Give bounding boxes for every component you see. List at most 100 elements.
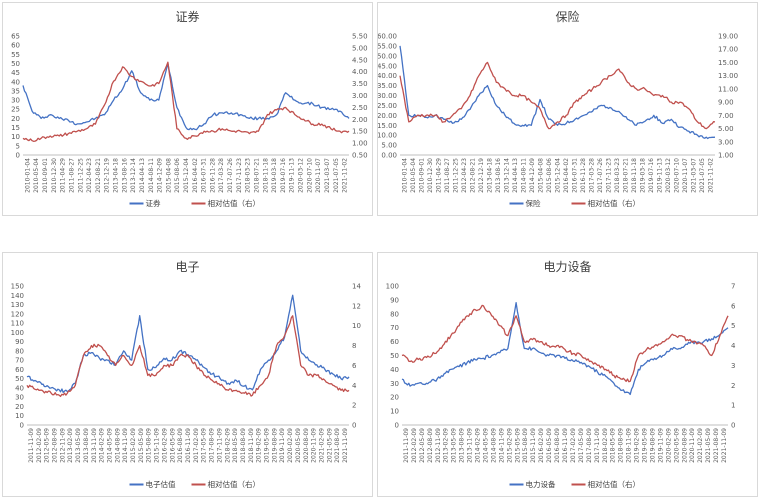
x-tick-label: 2017-02-09: [193, 428, 200, 463]
series-line-valuation: [401, 302, 729, 396]
y-tick-label: 35: [11, 87, 20, 95]
x-tick-label: 2021-02-09: [697, 428, 704, 463]
y-tick-label: 10: [11, 133, 20, 141]
x-tick-label: 2016-11-09: [185, 428, 192, 463]
y-tick-label: 40: [15, 384, 24, 392]
y2-tick-label: 4.00: [352, 68, 368, 76]
y-tick-label: 130: [11, 301, 24, 309]
y2-tick-label: 0: [352, 422, 356, 430]
y-tick-label: 45.00: [378, 62, 397, 70]
x-tick-label: 2018-07-21: [623, 158, 630, 193]
x-tick-label: 2020-08-09: [303, 428, 310, 463]
x-tick-label: 2012-02-09: [411, 428, 418, 463]
x-tick-label: 2017-11-23: [236, 158, 243, 193]
y-tick-label: 55: [11, 51, 20, 59]
x-tick-label: 2011-12-25: [452, 158, 459, 193]
x-tick-label: 2011-12-25: [77, 158, 84, 193]
x-tick-label: 2013-12-14: [503, 158, 510, 193]
x-tick-label: 2013-11-09: [467, 428, 474, 463]
y2-tick-label: 15.00: [718, 59, 738, 67]
x-tick-label: 2020-03-12: [665, 158, 672, 193]
x-tick-label: 2012-08-21: [469, 158, 476, 193]
x-tick-label: 2013-11-09: [91, 428, 98, 463]
chart-title: 电力设备: [543, 260, 591, 274]
chart-panel-power-equipment: 电力设备 0 10 20 30 40 50 60 70 80 90 100 0 1 2 3 4 5 6 7 2011-1…: [377, 252, 758, 497]
x-tick-label: 2016-08-09: [177, 428, 184, 463]
x-tick-label: 2018-05-09: [232, 428, 239, 463]
x-tick-label: 2017-02-09: [570, 428, 577, 463]
chart-title: 电子: [175, 260, 199, 274]
x-tick-label: 2015-11-09: [154, 428, 161, 463]
series-line-relative: [22, 61, 350, 142]
y-tick-label: 60: [390, 338, 399, 346]
x-tick-label: 2014-04-13: [512, 158, 519, 193]
x-tick-label: 2021-03-07: [691, 158, 698, 193]
x-tick-label: 2018-08-09: [240, 428, 247, 463]
x-tick-label: 2014-05-09: [482, 428, 489, 463]
y-tick-label: 120: [11, 310, 24, 318]
y-tick-label: 50: [15, 375, 24, 383]
y2-tick-label: 7.00: [718, 112, 734, 120]
y-tick-label: 0: [395, 422, 399, 430]
y-tick-label: 25.00: [378, 102, 397, 110]
chart-panel-electronics: 电子 0 10 20 30 40 50 60 70 80 90 100 110 120 130 140 150 0…: [2, 252, 373, 497]
y2-tick-label: 6: [352, 362, 357, 370]
x-tick-label: 2012-12-19: [104, 158, 111, 193]
x-tick-label: 2016-02-09: [538, 428, 545, 463]
legend-label: 电力设备: [526, 479, 556, 489]
y-tick-label: 40: [390, 366, 399, 374]
x-tick-label: 2011-08-27: [444, 158, 451, 193]
chart-title: 保险: [555, 9, 579, 24]
x-tick-label: 2018-03-23: [614, 158, 621, 193]
x-tick-label: 2011-11-09: [28, 428, 35, 463]
y-tick-label: 25: [11, 106, 20, 114]
y-tick-label: 60: [15, 366, 24, 374]
y-tick-label: 30: [11, 97, 20, 105]
y2-tick-label: 3: [731, 362, 735, 370]
legend-label: 相对估值（右）: [588, 479, 641, 489]
x-tick-label: 2011-08-27: [68, 158, 75, 193]
legend-label: 相对估值（右）: [208, 198, 261, 208]
y-tick-label: 30: [390, 380, 399, 388]
y2-tick-label: 5.00: [718, 125, 734, 133]
x-tick-label: 2017-07-26: [227, 158, 234, 193]
x-tick-label: 2013-08-16: [121, 158, 128, 193]
x-tick-label: 2015-12-04: [183, 158, 190, 193]
x-tick-label: 2012-02-09: [36, 428, 43, 463]
x-tick-label: 2013-08-09: [459, 428, 466, 463]
x-tick-label: 2014-04-13: [139, 158, 146, 193]
x-tick-label: 2015-11-09: [530, 428, 537, 463]
y2-tick-label: 5.00: [352, 44, 368, 52]
x-tick-label: 2020-05-09: [673, 428, 680, 463]
y2-tick-label: 14: [352, 283, 361, 291]
x-tick-label: 2021-05-09: [326, 428, 333, 463]
x-tick-label: 2010-09-01: [418, 158, 425, 193]
chart-panel-securities: 证券 0 5 10 15 20 25 30 35 40 45 50 55 60 65 0.50 1.00 1.50…: [2, 2, 373, 216]
chart-electronics: 电子01020304050607080901001101201301401500…: [11, 260, 362, 489]
x-tick-label: 2010-12-30: [51, 158, 58, 193]
y2-tick-label: 10: [352, 322, 361, 330]
x-tick-label: 2017-08-09: [586, 428, 593, 463]
y-tick-label: 0.00: [381, 152, 397, 160]
x-tick-label: 2014-12-09: [529, 158, 536, 193]
x-tick-label: 2019-02-09: [634, 428, 641, 463]
y-tick-label: 70: [390, 324, 399, 332]
chart-insurance: 保险 0.00 5.00 10.00 15.00 20.00 25.00 30.00 35.00…: [378, 9, 738, 208]
x-tick-label: 2012-08-09: [51, 428, 58, 463]
y2-tick-label: 2: [731, 382, 735, 390]
x-tick-label: 2012-08-21: [95, 158, 102, 193]
series-line-valuation: [26, 294, 350, 394]
x-tick-label: 2017-11-23: [606, 158, 613, 193]
x-tick-label: 2015-02-09: [130, 428, 137, 463]
y-tick-label: 140: [11, 292, 24, 300]
x-tick-label: 2021-07-05: [333, 158, 340, 193]
x-tick-label: 2014-02-09: [99, 428, 106, 463]
y2-tick-label: 2.00: [352, 116, 368, 124]
y-tick-label: 20: [11, 115, 20, 123]
x-tick-label: 2016-07-31: [572, 158, 579, 193]
y-tick-label: 10: [390, 408, 399, 416]
x-tick-label: 2017-11-09: [594, 428, 601, 463]
x-tick-label: 2015-12-04: [555, 158, 562, 193]
x-tick-label: 2014-11-09: [122, 428, 129, 463]
y-tick-label: 20: [390, 394, 399, 402]
